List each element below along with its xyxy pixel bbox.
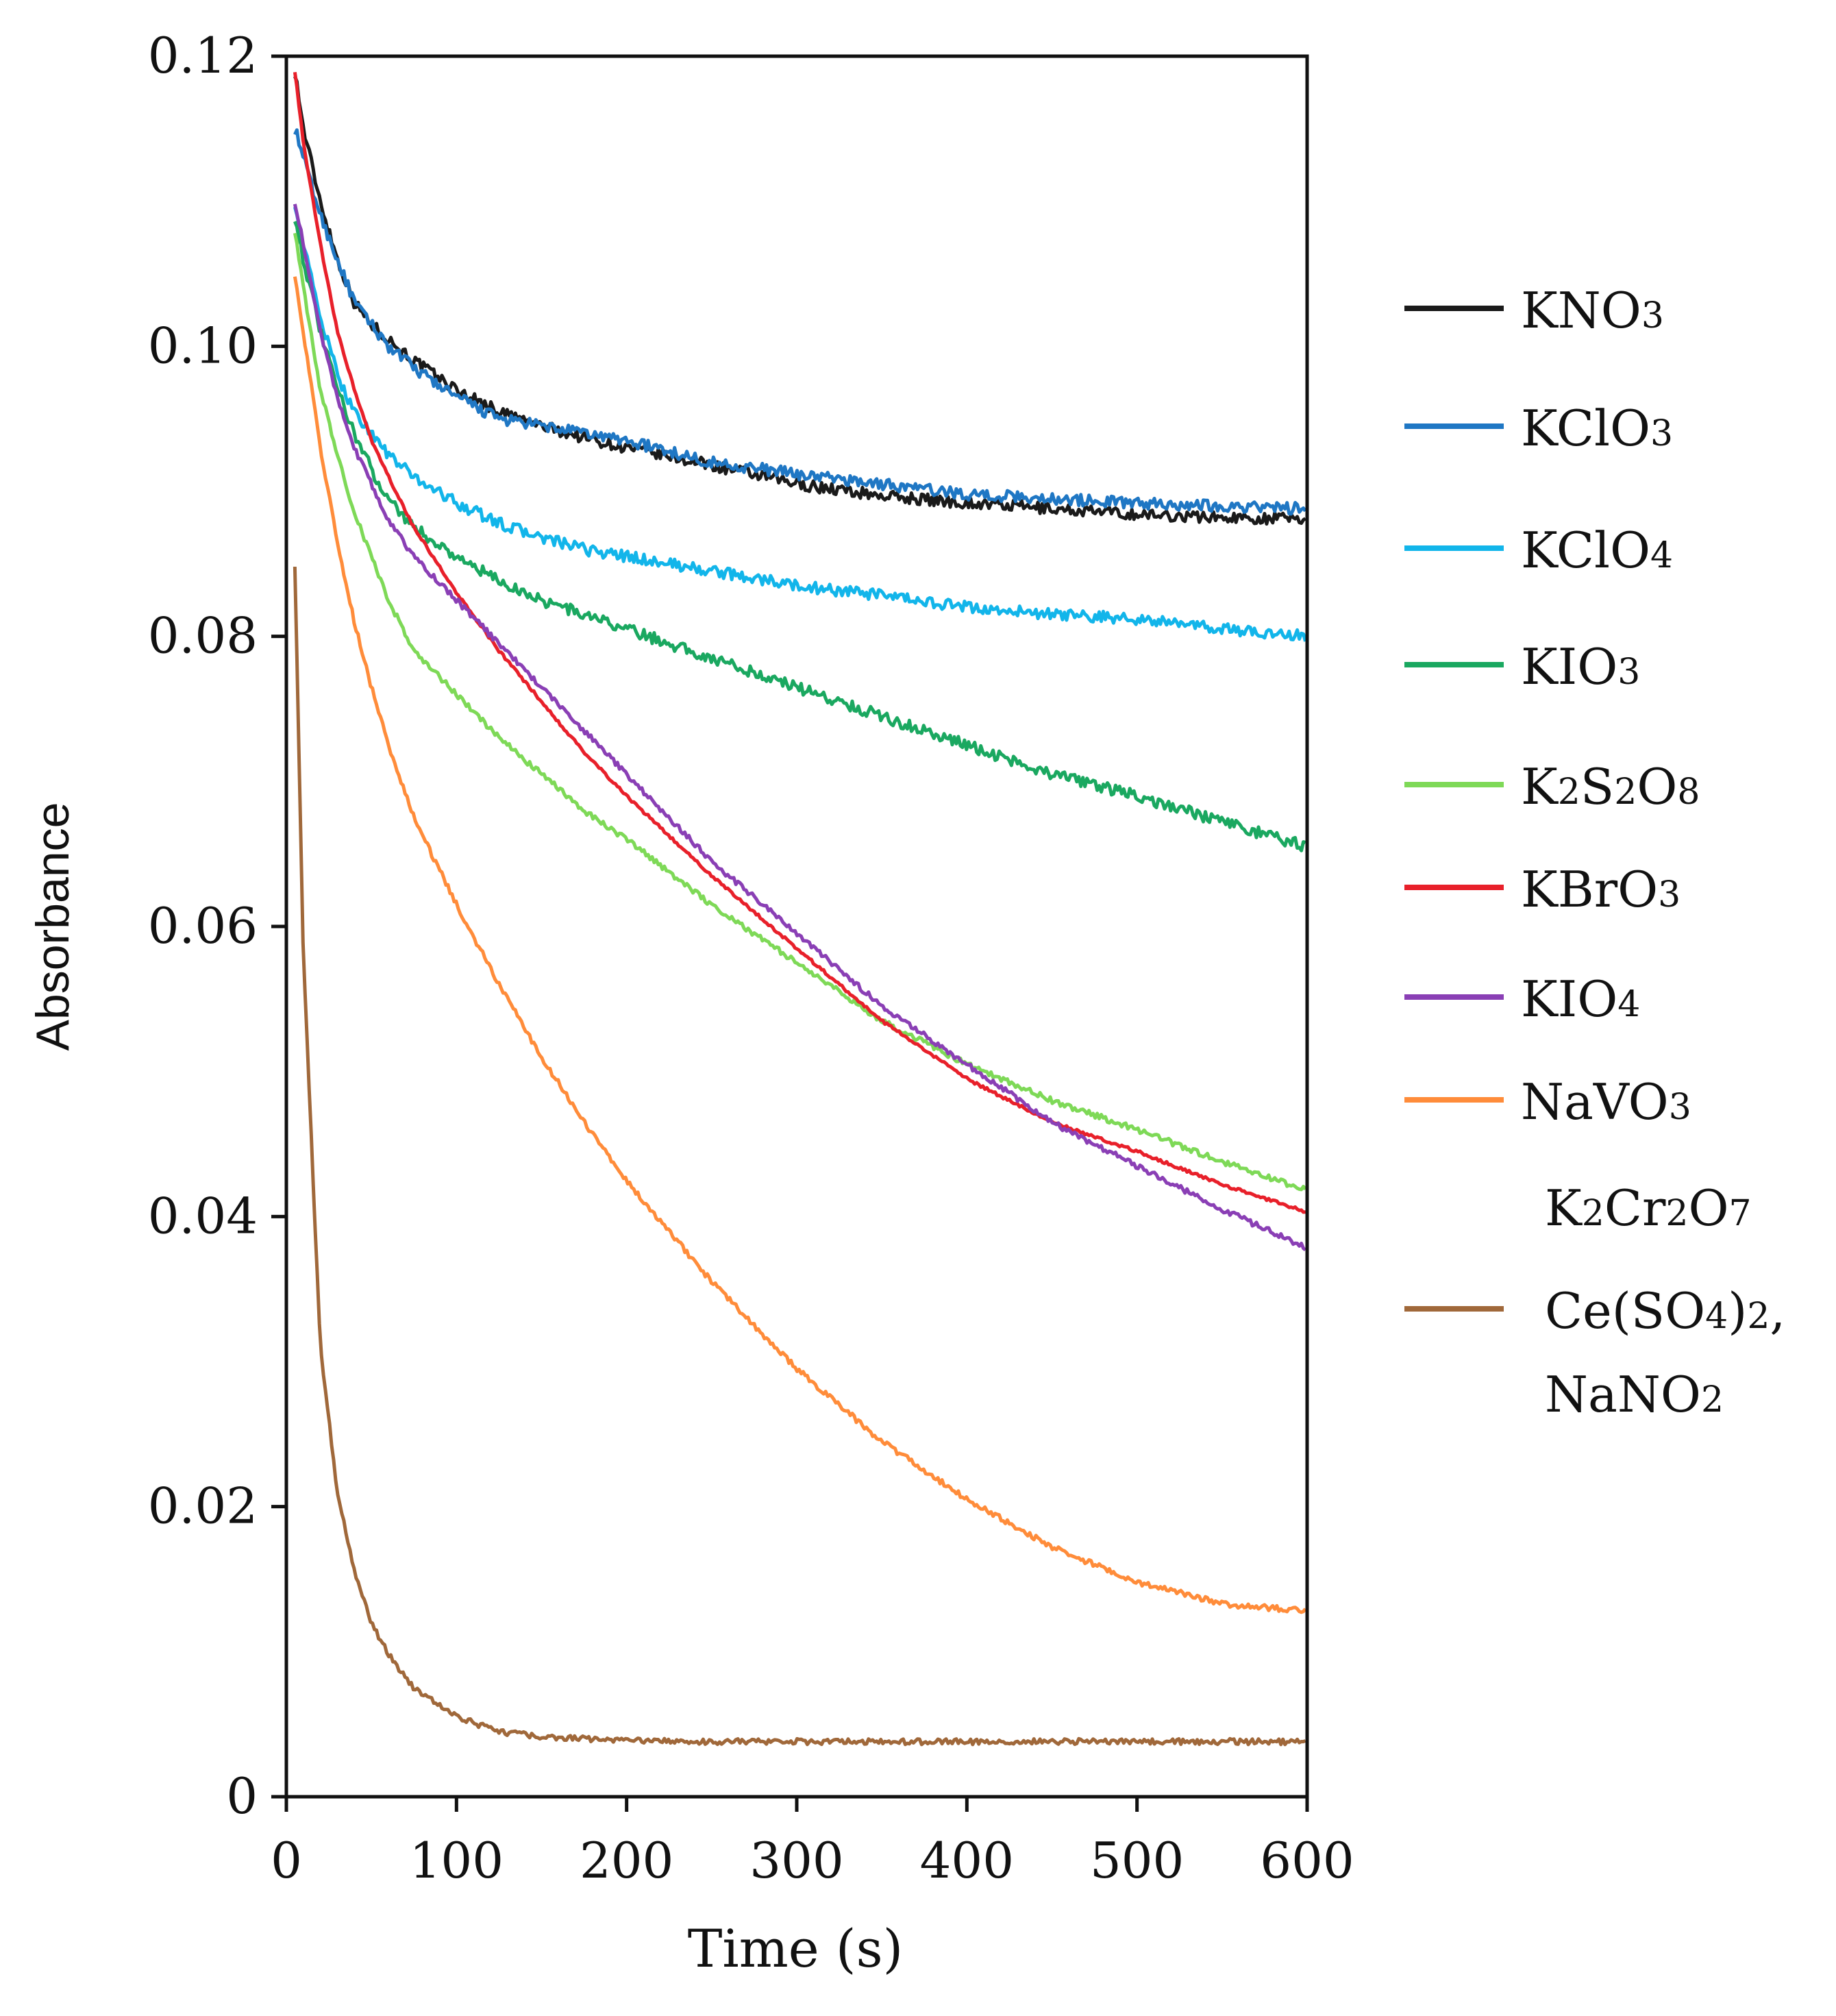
legend-label: NaNO2 (1545, 1366, 1724, 1423)
series-line-k2cr2o7-ce-so4-2-nano2 (293, 566, 1306, 1747)
legend-entry: KBrO3 (1404, 861, 1680, 918)
legend-label: Ce(SO4)2, (1545, 1282, 1785, 1340)
plot-series-group (293, 71, 1307, 1747)
plot-area-frame (284, 54, 1309, 1799)
legend-entry: KIO3 (1404, 638, 1640, 696)
y-tick-label: 0.08 (148, 607, 258, 665)
legend-entry: KIO4 (1404, 970, 1640, 1028)
x-tick-label: 100 (410, 1832, 504, 1889)
x-axis-title: Time (s) (688, 1918, 904, 1979)
legend-entry: KNO3 (1404, 282, 1664, 339)
legend-entry: KClO3 (1404, 399, 1673, 457)
x-tick-label: 600 (1260, 1832, 1354, 1889)
legend-label: NaVO3 (1521, 1073, 1691, 1131)
x-tick-label: 0 (271, 1832, 302, 1889)
y-axis-title: Absorbance (27, 802, 79, 1051)
legend-label: K2Cr2O7 (1545, 1179, 1752, 1237)
series-line-kio4 (293, 204, 1307, 1251)
y-tick-label: 0.02 (148, 1477, 258, 1535)
series-line-kno3 (293, 75, 1306, 526)
x-tick-label: 200 (580, 1832, 673, 1889)
x-tick-label: 300 (749, 1832, 843, 1889)
series-line-kclo4 (293, 206, 1307, 642)
legend-label: KClO4 (1521, 521, 1673, 579)
series-line-k2s2o8 (293, 232, 1307, 1192)
y-axis-ticks: 0 0.02 0.04 0.06 0.08 0.10 0.12 (148, 27, 286, 1825)
x-tick-label: 400 (920, 1832, 1014, 1889)
legend-label: KIO4 (1521, 970, 1640, 1028)
series-line-kbro3 (293, 71, 1306, 1214)
series-line-kio3 (293, 221, 1306, 852)
legend-label: KClO3 (1521, 399, 1673, 457)
legend-label: K2S2O8 (1521, 758, 1700, 815)
legend-label: KIO3 (1521, 638, 1640, 696)
x-axis-ticks: 0 100 200 300 400 500 600 (271, 1797, 1354, 1889)
legend-label: KBrO3 (1521, 861, 1680, 918)
y-tick-label: 0.06 (148, 897, 258, 955)
legend-entry: KClO4 (1404, 521, 1673, 579)
legend-entry: NaVO3 (1404, 1073, 1691, 1131)
legend-entry: K2Cr2O7 Ce(SO4)2, NaNO2 (1404, 1179, 1785, 1423)
x-tick-label: 500 (1090, 1832, 1184, 1889)
y-tick-label: 0.04 (148, 1187, 258, 1244)
y-tick-label: 0 (226, 1767, 258, 1825)
legend-label: KNO3 (1521, 282, 1664, 339)
series-line-kclo3 (293, 128, 1307, 516)
legend: KNO3 KClO3 KClO4 KIO3 K2S2O8 KBrO3 KIO4 NaVO3 K2… (1404, 282, 1785, 1423)
legend-entry: K2S2O8 (1404, 758, 1700, 815)
series-line-navo3 (293, 276, 1307, 1614)
y-tick-label: 0.10 (148, 317, 258, 374)
y-tick-label: 0.12 (148, 27, 258, 84)
